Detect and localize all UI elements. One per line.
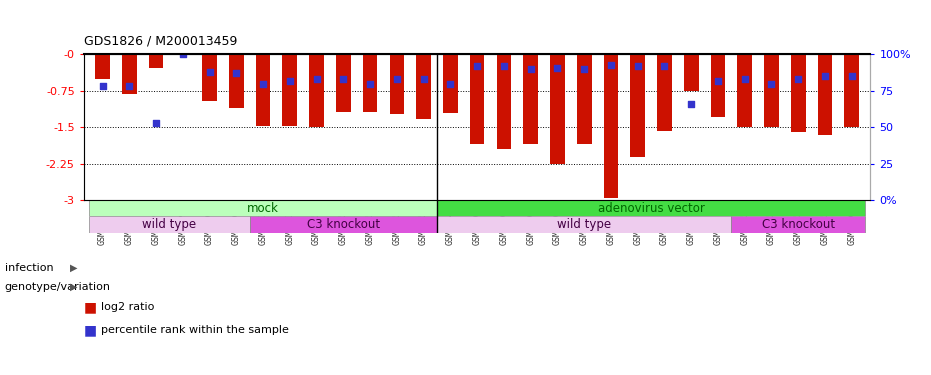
Bar bbox=[844, 54, 859, 128]
Bar bbox=[764, 54, 779, 128]
Point bbox=[817, 73, 832, 79]
Point bbox=[175, 51, 190, 57]
Text: ■: ■ bbox=[84, 323, 97, 337]
Text: mock: mock bbox=[247, 202, 279, 215]
Point bbox=[282, 78, 297, 84]
Bar bbox=[282, 54, 297, 126]
Point bbox=[202, 69, 217, 75]
Point bbox=[256, 81, 271, 87]
Point bbox=[122, 84, 137, 90]
Bar bbox=[256, 54, 270, 126]
Bar bbox=[202, 54, 217, 100]
Bar bbox=[89, 216, 250, 232]
Text: percentile rank within the sample: percentile rank within the sample bbox=[101, 325, 289, 335]
Text: genotype/variation: genotype/variation bbox=[5, 282, 111, 292]
Text: ▶: ▶ bbox=[70, 263, 77, 273]
Point bbox=[737, 76, 752, 82]
Bar bbox=[577, 54, 591, 144]
Point bbox=[550, 64, 565, 70]
Bar bbox=[443, 54, 458, 113]
Point bbox=[764, 81, 779, 87]
Point bbox=[710, 78, 725, 84]
Point bbox=[470, 63, 485, 69]
Bar bbox=[363, 54, 377, 112]
Text: wild type: wild type bbox=[557, 218, 612, 231]
Bar bbox=[95, 54, 110, 79]
Bar bbox=[437, 216, 732, 232]
Point bbox=[683, 101, 698, 107]
Text: C3 knockout: C3 knockout bbox=[762, 218, 835, 231]
Bar bbox=[790, 54, 805, 132]
Point bbox=[443, 81, 458, 87]
Bar bbox=[336, 54, 351, 112]
Bar bbox=[122, 54, 137, 94]
Point bbox=[576, 66, 591, 72]
Bar bbox=[523, 54, 538, 144]
Text: ■: ■ bbox=[84, 300, 97, 315]
Bar bbox=[710, 54, 725, 117]
Point bbox=[790, 76, 805, 82]
Bar bbox=[817, 54, 832, 135]
Bar bbox=[603, 54, 618, 198]
Point bbox=[95, 84, 110, 90]
Bar bbox=[657, 54, 672, 131]
Bar bbox=[732, 216, 865, 232]
Bar bbox=[437, 200, 865, 216]
Text: adenovirus vector: adenovirus vector bbox=[598, 202, 705, 215]
Point bbox=[149, 120, 164, 126]
Bar bbox=[496, 54, 511, 149]
Bar bbox=[89, 200, 437, 216]
Bar bbox=[470, 54, 484, 144]
Point bbox=[363, 81, 378, 87]
Point bbox=[309, 76, 324, 82]
Bar bbox=[149, 54, 164, 68]
Text: ▶: ▶ bbox=[70, 282, 77, 292]
Text: wild type: wild type bbox=[142, 218, 196, 231]
Bar bbox=[684, 54, 698, 91]
Bar bbox=[229, 54, 244, 108]
Bar bbox=[550, 54, 565, 164]
Point bbox=[389, 76, 404, 82]
Point bbox=[844, 73, 859, 79]
Point bbox=[416, 76, 431, 82]
Point bbox=[523, 66, 538, 72]
Point bbox=[496, 63, 511, 69]
Bar bbox=[737, 54, 752, 128]
Bar bbox=[250, 216, 437, 232]
Point bbox=[336, 76, 351, 82]
Bar bbox=[416, 54, 431, 118]
Point bbox=[630, 63, 645, 69]
Bar bbox=[630, 54, 645, 157]
Point bbox=[603, 62, 618, 68]
Text: GDS1826 / M200013459: GDS1826 / M200013459 bbox=[84, 35, 237, 48]
Point bbox=[657, 63, 672, 69]
Bar bbox=[389, 54, 404, 114]
Point bbox=[229, 70, 244, 76]
Text: log2 ratio: log2 ratio bbox=[101, 303, 154, 312]
Text: infection: infection bbox=[5, 263, 53, 273]
Text: C3 knockout: C3 knockout bbox=[307, 218, 380, 231]
Bar bbox=[309, 54, 324, 128]
